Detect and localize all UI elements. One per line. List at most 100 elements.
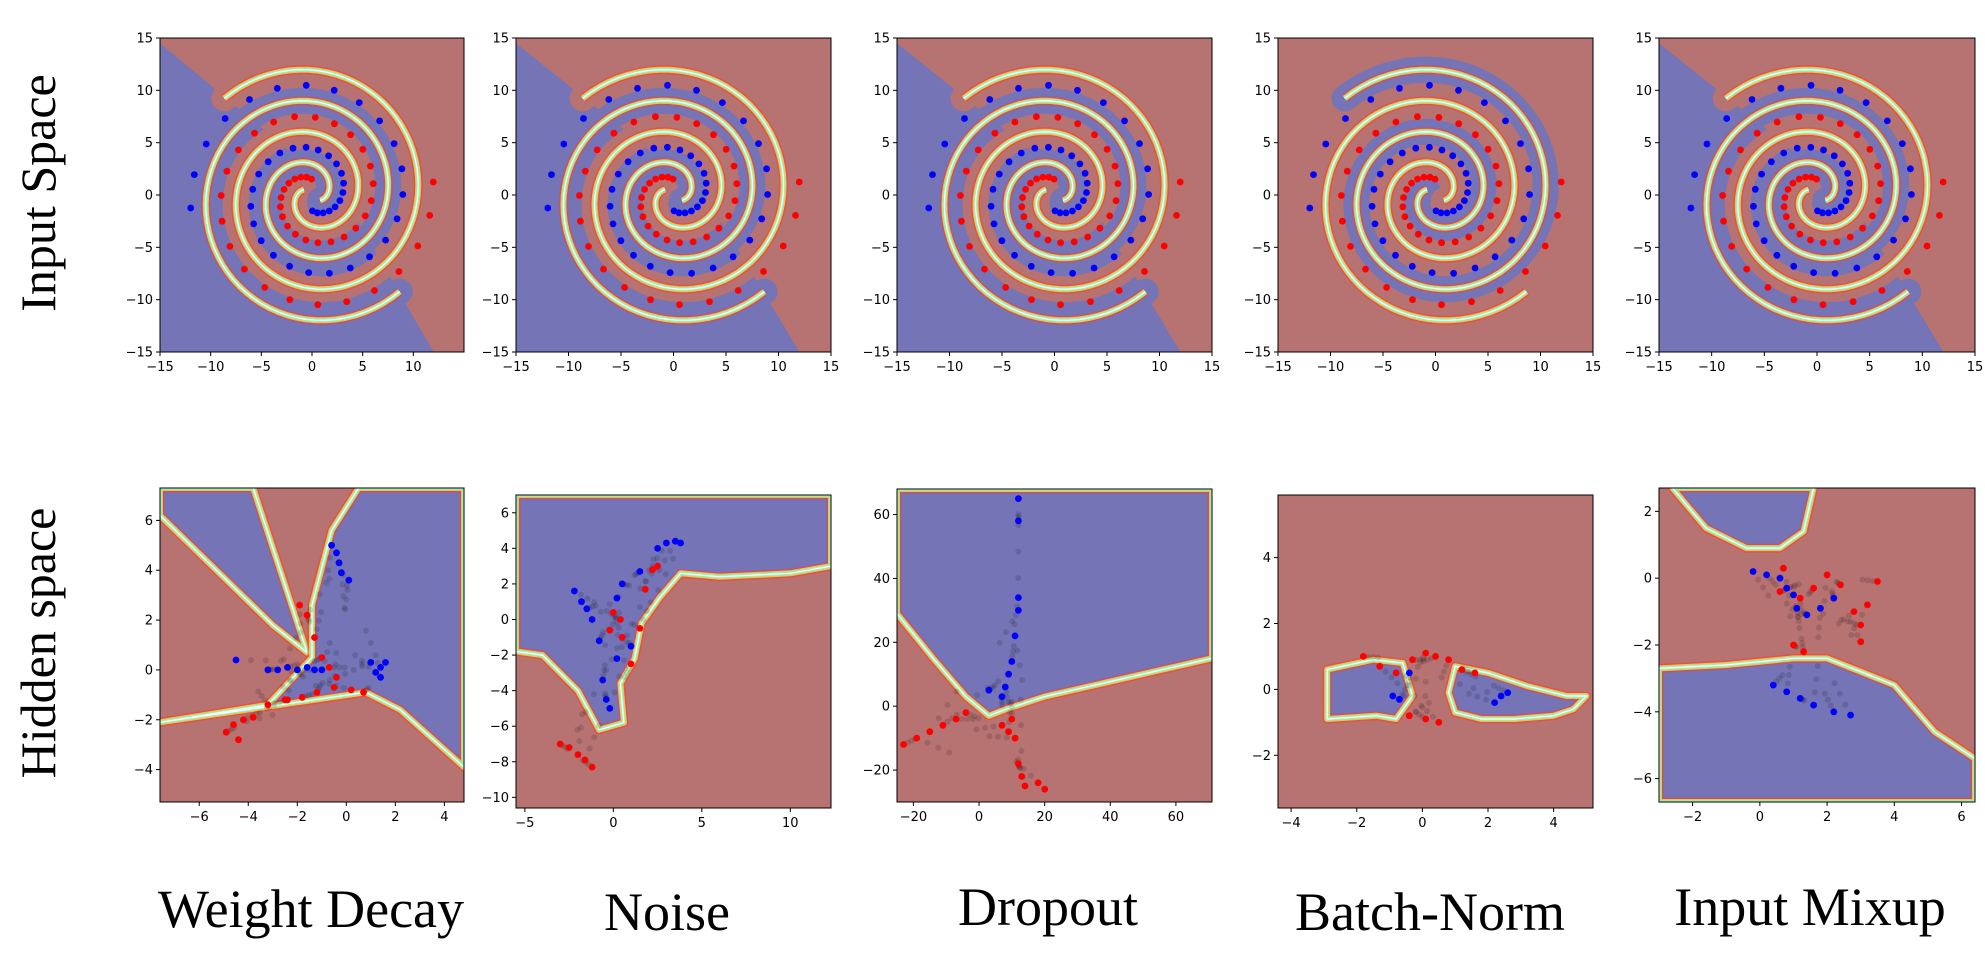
ws-weight-decay-xtick-label: −10: [197, 360, 224, 375]
ws-noise-ytick-label: 5: [501, 136, 509, 151]
hs-weight-decay-blue-point: [367, 659, 375, 666]
hs-mixup-hidden-trace: [1813, 676, 1820, 683]
row-label-hidden-space: Hidden space: [10, 508, 66, 779]
ws-mixup-red-point: [1784, 186, 1792, 193]
hs-dropout-hidden-trace: [1008, 704, 1015, 711]
hs-dropout-hidden-trace: [971, 713, 978, 720]
ws-dropout-blue-point: [1127, 236, 1135, 244]
hs-weight-decay-hidden-trace: [286, 645, 293, 652]
hs-mixup-xtick-label: 2: [1823, 810, 1831, 825]
hs-batchnorm-hidden-trace: [1420, 656, 1427, 663]
ws-weight-decay-blue-point: [190, 171, 198, 179]
hs-noise-blue-point: [671, 537, 679, 545]
ws-dropout-red-point: [1096, 224, 1104, 232]
hs-mixup-red-point: [1780, 564, 1787, 572]
hs-mixup-xtick-label: 0: [1756, 810, 1764, 825]
hs-dropout-red-point: [926, 728, 934, 736]
ws-weight-decay-red-point: [352, 224, 360, 232]
ws-weight-decay-blue-point: [255, 170, 263, 178]
ws-batchnorm-red-point: [1541, 242, 1549, 250]
hs-mixup-hidden-trace: [1755, 576, 1762, 583]
ws-batchnorm-blue-point: [1526, 191, 1533, 198]
hs-dropout-hidden-trace: [924, 739, 931, 746]
ws-noise-red-point: [733, 180, 741, 188]
hs-dropout-hidden-trace: [975, 715, 982, 722]
ws-dropout-blue-point: [1136, 140, 1143, 148]
hs-mixup-ytick-label: −2: [1633, 639, 1652, 654]
hs-weight-decay-hidden-trace: [306, 618, 313, 625]
hs-dropout-ytick-label: 0: [882, 700, 890, 715]
ws-noise-red-point: [581, 167, 589, 175]
ws-noise-blue-point: [702, 189, 709, 196]
hs-dropout-hidden-trace: [991, 682, 998, 689]
hs-mixup-hidden-trace: [1815, 634, 1822, 641]
ws-weight-decay-red-point: [347, 131, 354, 139]
hs-mixup-blue-point: [1790, 591, 1797, 599]
hs-weight-decay-blue-point: [333, 549, 340, 557]
hs-weight-decay-boundary-0-halo-core: [160, 488, 308, 654]
ws-dropout-red-point: [1028, 296, 1035, 304]
hs-batchnorm-hidden-trace: [1483, 696, 1489, 703]
ws-batchnorm-blue-point: [1464, 179, 1472, 187]
hs-dropout-xtick-label: 60: [1168, 810, 1185, 825]
hs-noise-hidden-trace: [597, 608, 604, 615]
hs-weight-decay-xtick-label: −2: [288, 810, 307, 825]
hs-noise-blue-point: [613, 655, 621, 662]
ws-noise-red-point: [585, 243, 592, 250]
hs-weight-decay-hidden-trace: [313, 657, 320, 663]
ws-weight-decay-blue-point: [325, 152, 332, 160]
ws-dropout-red-point: [1141, 268, 1148, 275]
ws-weight-decay-red-point: [371, 287, 378, 294]
ws-noise-red-point: [715, 224, 723, 232]
ws-mixup-xtick-label: 5: [1866, 360, 1874, 375]
ws-weight-decay-red-point: [284, 222, 291, 230]
hs-mixup-blue-point: [1793, 604, 1801, 612]
hs-batchnorm-xtick-label: −2: [1347, 816, 1366, 831]
ws-weight-decay-blue-point: [246, 96, 253, 103]
hs-mixup-hidden-trace: [1765, 592, 1772, 599]
hs-mixup-hidden-trace: [1786, 663, 1793, 670]
ws-noise-blue-point: [646, 262, 654, 270]
hs-weight-decay-hidden-trace: [362, 627, 369, 634]
hs-mixup-hidden-trace: [1859, 576, 1866, 583]
ws-dropout-blue-point: [1011, 251, 1018, 259]
hs-weight-decay-hidden-trace: [307, 606, 314, 613]
ws-dropout-blue-point: [1083, 189, 1090, 196]
ws-batchnorm-blue-point: [1450, 269, 1457, 277]
hs-weight-decay-hidden-trace: [313, 626, 320, 633]
hs-noise-red-point: [648, 566, 656, 574]
hs-mixup-boundary-0-halo-core: [1659, 657, 1975, 802]
hs-batchnorm-boundary-0-halo-core: [1326, 659, 1414, 720]
hs-weight-decay-red-point: [311, 634, 318, 641]
ws-batchnorm-red-point: [1383, 284, 1390, 291]
hs-noise-blue-point: [654, 545, 661, 552]
panel-hs-noise: −5 0 5 10 −10 −8 −6 −4 −2 0 2 4 6: [482, 494, 832, 831]
hs-weight-decay-hidden-trace: [297, 620, 304, 627]
ws-noise-red-point: [676, 239, 683, 247]
hs-batchnorm-hidden-trace: [1412, 709, 1419, 716]
hs-mixup-hidden-trace: [1824, 696, 1831, 703]
ws-batchnorm-blue-point: [1322, 140, 1330, 148]
hs-weight-decay-red-point: [330, 684, 338, 691]
hs-noise-blue-point: [588, 616, 596, 623]
ws-noise-blue-point: [688, 269, 695, 277]
panel-ws-mixup: −15 −10 −5 0 5 10 15 −15 −10 −5 0 5 10 15: [1625, 32, 1984, 376]
ws-noise-red-point: [576, 192, 583, 199]
column-label-weight-decay: Weight Decay: [158, 879, 464, 939]
hs-noise-hidden-trace: [654, 555, 661, 562]
ws-noise-red-point: [676, 301, 683, 309]
ws-weight-decay-red-point: [429, 178, 437, 186]
hs-dropout-hidden-trace: [1015, 511, 1022, 518]
hs-dropout-hidden-trace: [1011, 621, 1018, 628]
ws-dropout-blue-point: [1121, 117, 1128, 125]
ws-mixup-ytick-label: 15: [1635, 32, 1652, 47]
ws-mixup-xtick-label: −5: [1755, 360, 1774, 375]
hs-noise-hidden-trace: [631, 621, 638, 628]
hs-dropout-blue-point: [998, 693, 1006, 700]
hs-dropout-hidden-trace: [1016, 662, 1023, 669]
ws-dropout-red-point: [1111, 162, 1119, 170]
hs-mixup-xtick-label: 6: [1957, 810, 1965, 825]
ws-weight-decay-ytick-label: −5: [134, 241, 153, 256]
ws-weight-decay-red-point: [367, 162, 374, 170]
hs-weight-decay-hidden-trace: [326, 677, 333, 684]
